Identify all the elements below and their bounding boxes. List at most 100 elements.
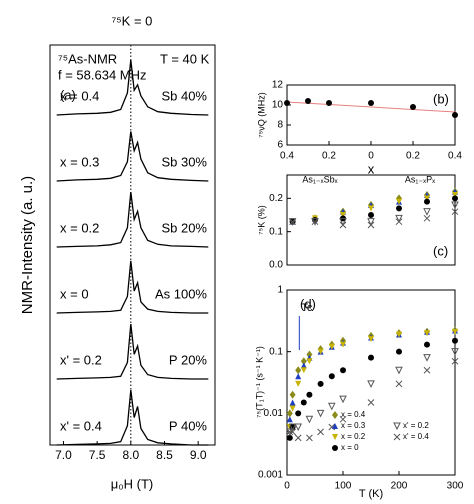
point: [451, 357, 459, 365]
legend-marker: [332, 411, 338, 419]
point: [367, 399, 375, 406]
y-axis-label: ⁷⁵K (%): [256, 205, 266, 235]
legend-marker: [332, 423, 338, 429]
point: [410, 104, 416, 110]
x-tick-label: 8.0: [122, 448, 139, 462]
point: [368, 354, 374, 361]
point: [339, 221, 347, 229]
point: [289, 405, 296, 412]
point: [451, 348, 459, 356]
point: [395, 380, 403, 388]
y-tick-label: 0.1: [269, 346, 283, 357]
series-label: Sb 30%: [161, 154, 207, 169]
point: [396, 198, 402, 205]
frequency: f = 58.634 MHz: [58, 67, 147, 82]
legend-label: x = 0.3: [341, 421, 366, 430]
point: [367, 218, 375, 226]
point: [339, 218, 347, 226]
point: [452, 112, 458, 118]
point: [328, 423, 336, 431]
point: [395, 366, 403, 375]
x-tick-label: 0.2: [322, 151, 336, 162]
y-tick-label: 1: [277, 285, 283, 296]
point: [311, 218, 319, 226]
point: [367, 380, 375, 389]
spectrum: [56, 59, 209, 116]
y-tick-label: 8: [277, 120, 283, 131]
panel-label: (d): [300, 296, 316, 311]
point: [317, 380, 324, 387]
x-tick-label: 9.0: [190, 448, 207, 462]
point: [311, 218, 319, 226]
point: [328, 343, 335, 350]
series-name: x = 0.2: [60, 220, 99, 235]
point: [317, 348, 324, 355]
spectrum: [56, 131, 209, 182]
point: [306, 391, 313, 398]
x-tick-label: 200: [391, 481, 408, 492]
point: [305, 415, 314, 424]
right-label: As₁₋ₓPₓ: [405, 174, 435, 184]
point: [306, 358, 313, 365]
point: [328, 373, 335, 380]
x-tick-label: 300: [447, 481, 464, 492]
point: [289, 390, 296, 399]
x-tick-label: 7.0: [55, 448, 72, 462]
point: [396, 205, 402, 212]
point: [423, 354, 431, 362]
series-label: As 100%: [155, 286, 207, 301]
point: [340, 341, 346, 348]
point: [395, 214, 403, 223]
point: [289, 428, 296, 436]
point: [294, 434, 302, 442]
point: [300, 362, 307, 369]
point: [286, 428, 294, 436]
y-axis-label: NMR-Intensity (a. u.): [19, 176, 36, 314]
point: [300, 399, 307, 406]
temperature: T = 40 K: [160, 51, 210, 66]
point: [286, 409, 293, 418]
plot-frame: [286, 174, 456, 266]
point: [339, 395, 347, 404]
point: [424, 195, 430, 202]
spectrum: [56, 260, 209, 314]
point: [327, 402, 336, 411]
y-axis-label: ⁷⁵(T₁T)⁻¹ (s⁻¹ K⁻¹): [254, 346, 264, 418]
point: [300, 357, 307, 366]
y-tick-label: 6: [277, 140, 283, 151]
y-tick-label: 10: [272, 100, 284, 111]
x-tick-label: 0.2: [406, 151, 420, 162]
point: [451, 208, 459, 216]
y-tick-label: 0.001: [258, 470, 283, 481]
plot-frame: [286, 289, 456, 476]
x-tick-label: 7.5: [89, 448, 106, 462]
series-name: x = 0.4: [60, 88, 99, 103]
point: [396, 331, 402, 338]
point: [295, 410, 302, 417]
point: [452, 337, 458, 344]
legend-label: x' = 0.4: [403, 432, 429, 441]
series-label: Sb 20%: [161, 220, 207, 235]
legend-label: x = 0.2: [341, 432, 366, 441]
point: [286, 416, 293, 423]
point: [368, 336, 374, 343]
point: [284, 100, 290, 106]
x-tick-label: 0.4: [280, 151, 294, 162]
series-name: x' = 0.4: [60, 418, 102, 433]
point: [424, 198, 430, 205]
x-tick-label: 0.4: [448, 151, 462, 162]
point: [289, 399, 296, 406]
y-tick-label: 0.1: [269, 226, 283, 237]
point: [340, 212, 346, 218]
y-tick-label: 0.01: [264, 408, 284, 419]
point: [339, 415, 347, 423]
point: [368, 205, 374, 212]
point: [451, 201, 459, 210]
point: [326, 100, 332, 106]
legend-marker: [393, 422, 401, 431]
y-tick-label: 0.2: [269, 193, 283, 204]
point: [295, 373, 302, 380]
spectrum: [56, 323, 209, 380]
series-label: P 40%: [169, 418, 208, 433]
